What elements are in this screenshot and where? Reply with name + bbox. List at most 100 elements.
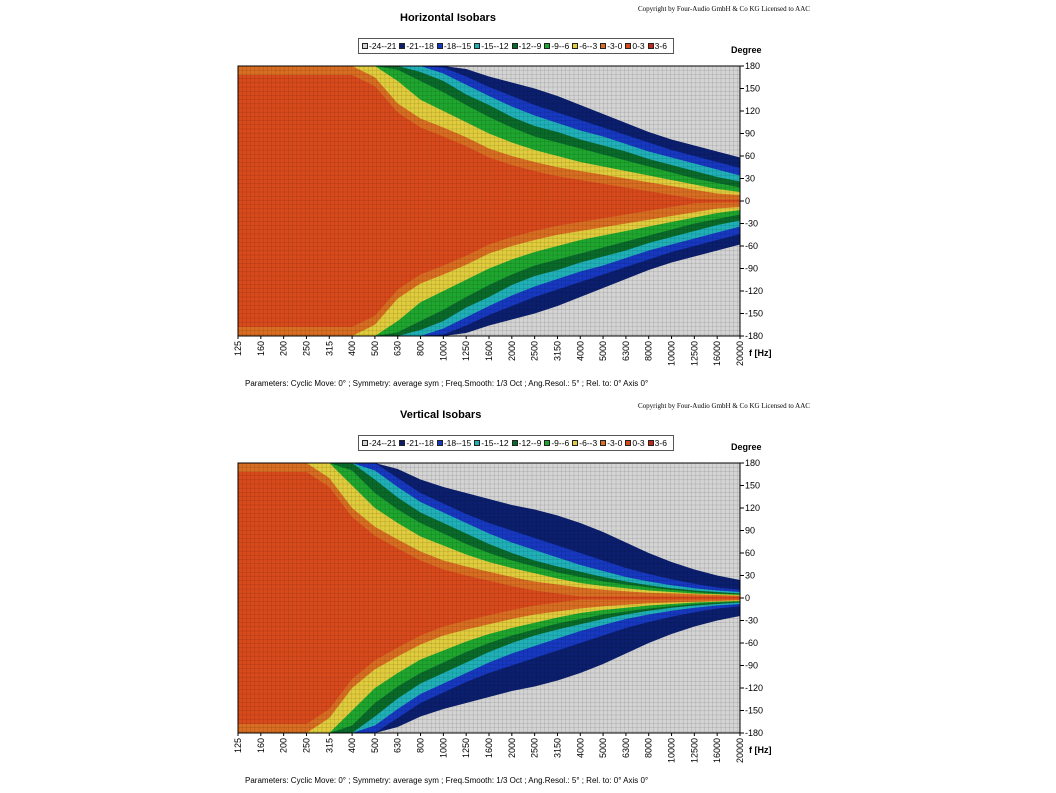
x-tick-label: 1000 [438,738,448,758]
x-tick-label: 500 [370,341,380,356]
legend-swatch [572,43,579,49]
isobar-plot: 180 150 120 90 60 30 0 -30 -60 -90 -120 -150 -180 125… [233,458,772,763]
legend-swatch [647,440,654,446]
legend-swatch [544,43,551,49]
legend-label: -12--9 [518,41,542,51]
legend-label: -24--21 [369,438,397,448]
x-tick-label: 2500 [530,341,540,361]
x-tick-label: 800 [416,341,426,356]
vertical-isobars-panel: Copyright by Four-Audio GmbH & Co KG Lic… [0,397,1056,793]
y-tick-label: 90 [745,129,755,139]
x-tick-label: 500 [370,738,380,753]
chart-legend: -24--21 -21--18 -18--15 -15--12 -12--9 -9--6-… [358,38,674,54]
y-tick-label: -150 [745,309,763,319]
legend-swatch [436,440,443,446]
legend-item: -18--15 [436,438,471,448]
legend-item: 3-6 [647,41,667,51]
legend-item: -18--15 [436,41,471,51]
legend-item: 3-6 [647,438,667,448]
x-tick-label: 16000 [712,341,722,366]
legend-swatch [647,43,654,49]
x-tick-label: 12500 [689,341,699,366]
y-tick-label: 60 [745,548,755,558]
y-tick-label: -30 [745,616,758,626]
legend-item: -24--21 [362,438,396,448]
grid [237,65,740,336]
x-tick-label: 315 [324,341,334,356]
legend-item: 0-3 [625,41,645,51]
y-tick-label: -150 [745,706,763,716]
legend-item: -21--18 [399,438,434,448]
x-tick-label: 8000 [644,738,654,758]
legend-item: -9--6 [544,438,569,448]
y-tick-label: 180 [745,61,760,71]
chart-legend: -24--21 -21--18 -18--15 -15--12 -12--9 -9--6 -… [358,435,674,451]
y-tick-label: 180 [745,458,760,468]
x-tick-label: 800 [416,738,426,753]
legend-item: 0-3 [625,438,645,448]
x-tick-label: 4000 [575,341,585,361]
legend-item: -12--9 [511,41,542,51]
legend-label: -6--3 [579,41,598,51]
x-tick-label: 2500 [530,738,540,758]
x-tick-label: 8000 [644,341,654,361]
x-tick-label: 630 [393,341,403,356]
legend-item: -15--12 [474,438,509,448]
x-tick-label: 160 [256,341,266,356]
x-tick-label: 16000 [712,738,722,763]
legend-label: -24--21 [369,41,397,51]
legend-item: -21--18 [399,41,434,51]
y-tick-label: -180 [745,728,763,738]
y-tick-label: 150 [745,84,760,94]
legend-swatch [625,440,632,446]
legend-label: -21--18 [406,438,434,448]
chart-title: Horizontal Isobars [400,12,496,24]
x-tick-label: 1600 [484,341,494,361]
y-tick-label: 0 [745,593,750,603]
x-tick-label: 630 [393,738,403,753]
x-tick-label: 250 [301,341,311,356]
y-tick-label: -120 [745,286,763,296]
x-tick-label: 10000 [667,341,677,366]
x-tick-label: 3150 [552,738,562,758]
y-tick-label: -60 [745,241,758,251]
legend-item: -3-0 [600,41,622,51]
legend-swatch [625,43,632,49]
isobar-band-core [238,75,740,327]
legend-label: -9--6 [551,438,570,448]
legend-label: -15--12 [481,438,509,448]
y-tick-label: -60 [745,638,758,648]
copyright-note: Copyright by Four-Audio GmbH & Co KG Lic… [638,5,810,13]
legend-label: -3-0 [607,438,623,448]
x-tick-label: 10000 [667,738,677,763]
y-axis-title: Degree [731,45,762,55]
legend-item: -15--12 [474,41,509,51]
chart-title: Vertical Isobars [400,409,482,421]
x-tick-label: 1000 [438,341,448,361]
x-axis-title: f [Hz] [749,745,772,755]
y-tick-label: -30 [745,219,758,229]
y-tick-label: -180 [745,331,763,341]
x-tick-label: 6300 [621,738,631,758]
legend-swatch [436,43,443,49]
legend-swatch [399,43,406,49]
legend-swatch [399,440,406,446]
legend-item: -9--6 [544,41,569,51]
legend-item: -12--9 [511,438,542,448]
x-tick-label: 12500 [689,738,699,763]
legend-swatch [600,440,607,446]
copyright-note: Copyright by Four-Audio GmbH & Co KG Lic… [638,402,810,410]
legend-swatch [511,440,518,446]
legend-item: -24--21 [362,41,396,51]
legend-swatch [474,440,481,446]
legend-label: -15--12 [481,41,509,51]
x-tick-label: 315 [324,738,334,753]
x-tick-label: 1250 [461,738,471,758]
parameters-line: Parameters: Cyclic Move: 0° ; Symmetry: … [245,379,649,388]
y-tick-label: 60 [745,151,755,161]
legend-label: 3-6 [654,41,667,51]
x-tick-label: 2000 [507,738,517,758]
y-tick-label: 120 [745,106,760,116]
x-tick-label: 200 [279,738,289,753]
legend-label: -12--9 [518,438,542,448]
